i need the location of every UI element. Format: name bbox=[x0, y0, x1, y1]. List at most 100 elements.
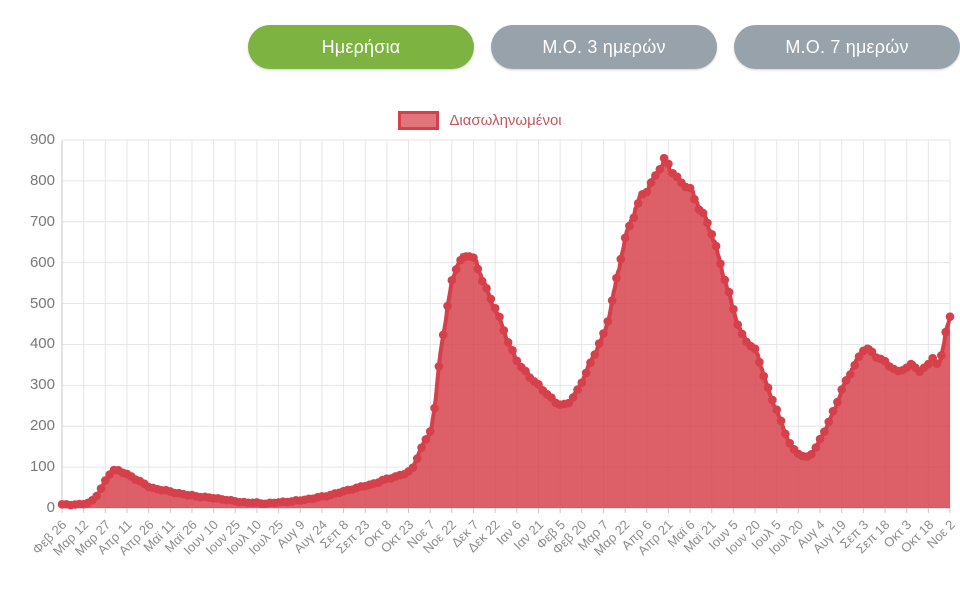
chart-legend[interactable]: Διασωληνωμένοι bbox=[0, 108, 960, 132]
series-point bbox=[703, 218, 712, 228]
series-area-fill bbox=[62, 158, 950, 508]
series-point bbox=[590, 350, 600, 359]
series-point bbox=[101, 476, 110, 485]
series-point bbox=[594, 339, 604, 348]
series-point bbox=[698, 208, 708, 218]
series-point bbox=[707, 230, 717, 239]
series-point bbox=[599, 329, 608, 338]
series-point bbox=[620, 233, 630, 243]
series-point bbox=[720, 275, 730, 285]
series-point bbox=[577, 378, 587, 387]
series-point bbox=[486, 294, 496, 304]
series-point bbox=[685, 183, 695, 193]
series-point bbox=[811, 443, 821, 452]
series-point bbox=[850, 360, 859, 370]
series-point bbox=[945, 312, 955, 321]
view-mode-button-group: Ημερήσια Μ.Ο. 3 ημερών Μ.Ο. 7 ημερών bbox=[248, 25, 960, 69]
series-point bbox=[646, 178, 656, 187]
series-point bbox=[846, 370, 855, 379]
series-point bbox=[495, 312, 504, 322]
series-point bbox=[937, 351, 946, 360]
series-point bbox=[573, 385, 582, 394]
series-point bbox=[924, 359, 933, 369]
series-point bbox=[469, 253, 478, 262]
series-point bbox=[815, 434, 825, 444]
series-point bbox=[781, 429, 790, 439]
series-point bbox=[807, 449, 816, 459]
series-point bbox=[586, 358, 595, 368]
series-point bbox=[776, 416, 786, 426]
series-point bbox=[412, 454, 422, 463]
series-point bbox=[443, 301, 452, 311]
series-point bbox=[737, 329, 747, 339]
series-point bbox=[841, 376, 851, 385]
series-point bbox=[607, 296, 617, 305]
series-point bbox=[664, 159, 673, 169]
series-point bbox=[521, 366, 530, 376]
y-axis-label: 300 bbox=[29, 376, 55, 394]
series-point bbox=[477, 276, 487, 286]
series-point bbox=[772, 405, 782, 414]
series-point bbox=[499, 326, 509, 335]
y-axis-label: 500 bbox=[29, 294, 55, 312]
series-point bbox=[629, 213, 639, 222]
series-point bbox=[729, 304, 738, 314]
series-point bbox=[759, 371, 769, 381]
series-point bbox=[672, 172, 682, 182]
button-7day-average[interactable]: Μ.Ο. 7 ημερών bbox=[734, 25, 960, 69]
series-point bbox=[690, 194, 699, 204]
series-point bbox=[724, 287, 734, 297]
series-point bbox=[421, 435, 431, 444]
y-axis-label: 400 bbox=[29, 335, 55, 353]
series-point bbox=[824, 417, 834, 427]
y-axis-label: 100 bbox=[29, 458, 55, 476]
series-point bbox=[534, 380, 543, 389]
series-point bbox=[651, 171, 660, 180]
series-point bbox=[625, 221, 634, 231]
series-point bbox=[711, 241, 721, 251]
series-point bbox=[763, 383, 773, 393]
y-axis-label: 0 bbox=[46, 499, 55, 516]
y-axis-label: 700 bbox=[29, 212, 55, 230]
series-point bbox=[408, 463, 418, 472]
series-point bbox=[716, 259, 725, 268]
series-point bbox=[655, 164, 665, 174]
series-point bbox=[603, 317, 613, 326]
series-point bbox=[508, 345, 517, 355]
y-axis-label: 900 bbox=[29, 131, 55, 148]
series-point bbox=[932, 359, 942, 368]
series-point bbox=[447, 275, 457, 285]
y-axis-label: 600 bbox=[29, 253, 55, 271]
series-point bbox=[755, 357, 764, 367]
button-3day-average[interactable]: Μ.Ο. 3 ημερών bbox=[491, 25, 717, 69]
series-point bbox=[425, 427, 435, 436]
series-point bbox=[568, 393, 578, 402]
series-point bbox=[417, 443, 426, 452]
series-point bbox=[490, 303, 500, 313]
series-point bbox=[430, 403, 439, 413]
series-point bbox=[482, 283, 491, 293]
series-point bbox=[434, 362, 444, 371]
series-point bbox=[503, 337, 513, 347]
series-point bbox=[941, 327, 950, 337]
series-point bbox=[820, 427, 829, 436]
series-point bbox=[733, 320, 743, 329]
series-point bbox=[451, 265, 461, 274]
series-point bbox=[612, 273, 621, 283]
y-axis-label: 800 bbox=[29, 171, 55, 189]
legend-swatch-icon bbox=[398, 110, 440, 130]
series-point bbox=[828, 406, 838, 416]
series-point bbox=[633, 198, 643, 208]
series-point bbox=[768, 395, 777, 405]
button-daily[interactable]: Ημερήσια bbox=[248, 25, 474, 69]
series-point bbox=[616, 254, 626, 264]
series-point bbox=[92, 491, 101, 501]
series-point bbox=[642, 187, 652, 197]
series-point bbox=[438, 330, 448, 340]
series-point bbox=[750, 344, 760, 354]
series-point bbox=[512, 356, 522, 366]
series-point bbox=[581, 368, 591, 378]
legend-label: Διασωληνωμένοι bbox=[449, 111, 562, 129]
